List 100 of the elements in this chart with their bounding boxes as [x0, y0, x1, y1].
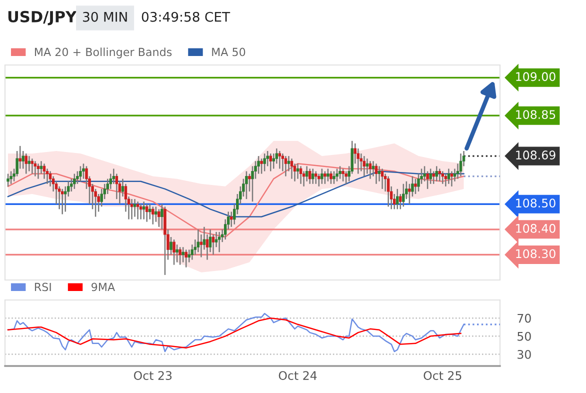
candlestick: [344, 170, 348, 185]
candlestick: [272, 152, 275, 170]
x-tick-label: Oct 23: [134, 371, 172, 380]
candlestick: [450, 170, 454, 188]
candlestick: [54, 180, 58, 205]
candlestick: [94, 188, 97, 218]
candlestick: [338, 166, 342, 180]
candlestick: [326, 168, 330, 182]
candlestick: [380, 168, 384, 190]
ref-line-label: 108.69: [516, 150, 556, 160]
candlestick: [48, 170, 52, 188]
candlestick: [106, 178, 109, 195]
candlestick: [160, 203, 164, 230]
candlestick: [324, 170, 326, 185]
candlestick: [136, 200, 140, 220]
candlestick: [170, 236, 172, 256]
x-tick-label: Oct 24: [278, 371, 317, 380]
candlestick: [332, 170, 336, 185]
candlestick: [441, 170, 444, 185]
candlestick: [435, 166, 438, 182]
candlestick: [396, 188, 399, 210]
candlestick: [386, 176, 390, 208]
ref-line-label: 108.40: [516, 224, 556, 233]
candlestick: [342, 168, 344, 182]
candlestick: [24, 152, 28, 174]
candlestick: [79, 166, 82, 182]
candlestick: [263, 152, 266, 172]
candlestick: [402, 183, 405, 208]
candlestick: [60, 188, 64, 215]
candlestick: [284, 155, 288, 177]
candlestick: [308, 168, 312, 185]
candlestick: [320, 168, 324, 185]
x-tick-label: Oct 25: [424, 371, 462, 380]
candlestick: [82, 163, 85, 180]
candlestick: [73, 173, 76, 190]
candlestick: [158, 208, 160, 228]
candlestick: [212, 234, 215, 256]
candlestick: [64, 186, 67, 212]
candlestick: [447, 168, 450, 185]
text: 03:49:58 CET: [142, 12, 230, 22]
candlestick: [130, 198, 134, 220]
candlestick: [374, 163, 378, 185]
candlestick: [432, 170, 435, 185]
y-tick-label: 30: [518, 350, 531, 359]
candlestick: [10, 170, 12, 185]
candlestick: [190, 244, 194, 260]
candlestick: [22, 150, 24, 170]
candlestick: [142, 200, 146, 220]
candlestick: [314, 170, 318, 185]
ref-line-label: 109.00: [516, 72, 556, 82]
candlestick: [176, 244, 178, 263]
candlestick: [312, 168, 314, 185]
candlestick: [368, 160, 372, 180]
candlestick: [139, 203, 142, 220]
chart-title: USD/JPY: [8, 10, 77, 26]
y-tick-label: 50: [518, 332, 531, 341]
legend-label: MA 50: [212, 48, 246, 56]
candlestick: [30, 158, 34, 174]
candlestick: [245, 170, 248, 200]
candlestick: [248, 173, 251, 192]
candlestick: [275, 148, 278, 164]
ref-line-label: 108.85: [516, 110, 556, 120]
candlestick: [266, 150, 269, 167]
candlestick: [152, 206, 154, 225]
candlestick: [269, 152, 272, 172]
candlestick: [6, 173, 10, 188]
candlestick: [184, 249, 188, 268]
legend-label: 9MA: [92, 282, 115, 292]
candlestick: [423, 166, 426, 182]
candlestick: [299, 166, 302, 185]
candlestick: [290, 158, 294, 180]
candlestick: [399, 193, 402, 210]
candlestick: [178, 246, 182, 266]
candlestick: [414, 178, 417, 195]
candlestick: [182, 246, 184, 263]
candlestick: [356, 148, 360, 174]
legend-label: MA 20 + Bollinger Bands: [34, 48, 172, 58]
candlestick: [459, 152, 462, 177]
candlestick: [196, 228, 200, 253]
candlestick: [260, 158, 263, 174]
candlestick: [154, 206, 158, 222]
candlestick: [218, 231, 221, 253]
candlestick: [230, 211, 233, 228]
candlestick: [100, 188, 103, 208]
candlestick: [70, 178, 73, 192]
candlestick: [172, 238, 176, 266]
candlestick: [28, 155, 31, 172]
candlestick: [330, 170, 332, 185]
candlestick: [148, 203, 152, 220]
candlestick: [408, 183, 411, 205]
candlestick: [336, 168, 338, 182]
candlestick: [278, 150, 282, 170]
candlestick: [58, 186, 61, 210]
candlestick: [18, 145, 22, 170]
candlestick: [429, 168, 432, 185]
candlestick: [36, 163, 40, 180]
candlestick: [438, 168, 441, 182]
candlestick: [133, 198, 136, 218]
y-tick-label: 70: [518, 314, 531, 323]
ref-line-label: 108.30: [516, 249, 556, 258]
